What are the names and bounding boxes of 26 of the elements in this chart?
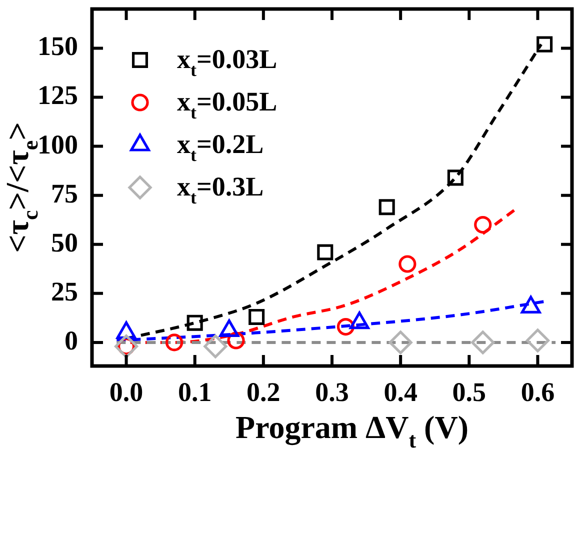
point bbox=[471, 330, 495, 354]
x-tick-label: 0.0 bbox=[109, 377, 144, 408]
point bbox=[165, 334, 184, 352]
point bbox=[398, 255, 416, 273]
point bbox=[447, 170, 464, 186]
point bbox=[248, 308, 265, 325]
x-tick-label: 0.4 bbox=[384, 377, 418, 408]
point bbox=[317, 244, 334, 260]
y-tick-label: 25 bbox=[51, 276, 78, 306]
y-tick-label: 50 bbox=[51, 227, 78, 258]
y-tick-label: 75 bbox=[51, 178, 78, 208]
point bbox=[378, 199, 395, 216]
point bbox=[204, 334, 228, 358]
x-tick-label: 0.6 bbox=[520, 377, 555, 408]
x-tick-label: 0.3 bbox=[315, 377, 349, 408]
point bbox=[474, 216, 492, 234]
y-tick-label: 0 bbox=[64, 325, 78, 356]
y-tick-label: 150 bbox=[38, 31, 78, 62]
x-tick-label: 0.1 bbox=[178, 377, 212, 408]
x-tick-label: 0.5 bbox=[452, 377, 486, 408]
point bbox=[536, 36, 553, 52]
x-tick-label: 0.2 bbox=[246, 377, 280, 408]
point bbox=[388, 330, 412, 354]
point bbox=[186, 314, 203, 331]
y-tick-label: 125 bbox=[38, 80, 78, 110]
point bbox=[526, 328, 550, 352]
